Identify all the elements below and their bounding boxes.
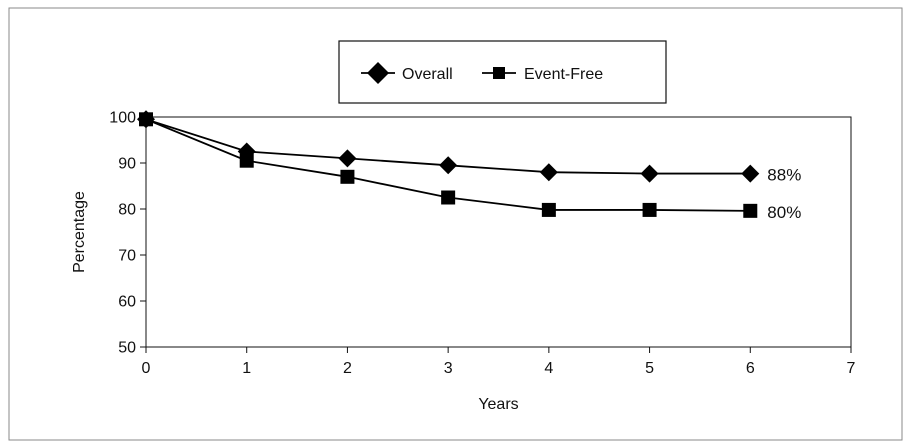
end-label-event-free: 80% <box>767 203 801 222</box>
series-layer: 88% 80% <box>137 110 801 222</box>
x-tick-label: 6 <box>746 360 755 377</box>
x-tick-label: 4 <box>544 360 553 377</box>
axes: 50 60 70 80 90 100 0 1 2 3 4 5 6 7 <box>109 110 855 378</box>
y-tick-label: 50 <box>118 340 136 357</box>
legend-label-event-free: Event-Free <box>524 66 603 83</box>
data-point-event-free <box>541 202 556 217</box>
x-tick-label: 3 <box>444 360 453 377</box>
data-point-event-free <box>441 190 456 205</box>
y-tick-label: 80 <box>118 202 136 219</box>
y-tick-label: 90 <box>118 156 136 173</box>
x-tick-label: 7 <box>847 360 856 377</box>
legend: Overall Event-Free <box>338 40 667 104</box>
x-tick-label: 1 <box>242 360 251 377</box>
data-point-event-free <box>139 112 153 127</box>
legend-marker-square <box>493 67 505 79</box>
x-tick-label: 0 <box>142 360 151 377</box>
legend-marker-diamond <box>367 62 389 84</box>
y-tick-label: 60 <box>118 294 136 311</box>
data-point-event-free <box>642 202 657 217</box>
data-point-overall <box>338 149 357 168</box>
legend-box <box>338 40 667 104</box>
data-point-event-free <box>743 203 758 218</box>
data-point-overall <box>539 163 558 182</box>
data-point-event-free <box>340 169 355 184</box>
data-point-overall <box>640 164 659 183</box>
plot-area <box>145 116 852 348</box>
x-tick-label: 2 <box>343 360 352 377</box>
y-tick-label: 70 <box>118 248 136 265</box>
x-axis-title: Years <box>478 396 518 413</box>
data-point-overall <box>439 156 458 175</box>
x-tick-label: 5 <box>645 360 654 377</box>
outer-frame <box>8 7 903 441</box>
y-tick-label: 100 <box>109 110 136 127</box>
data-point-overall <box>741 164 760 183</box>
end-label-overall: 88% <box>767 166 801 185</box>
data-point-event-free <box>239 153 254 168</box>
legend-label-overall: Overall <box>402 66 453 83</box>
y-axis-title: Percentage <box>71 191 88 273</box>
